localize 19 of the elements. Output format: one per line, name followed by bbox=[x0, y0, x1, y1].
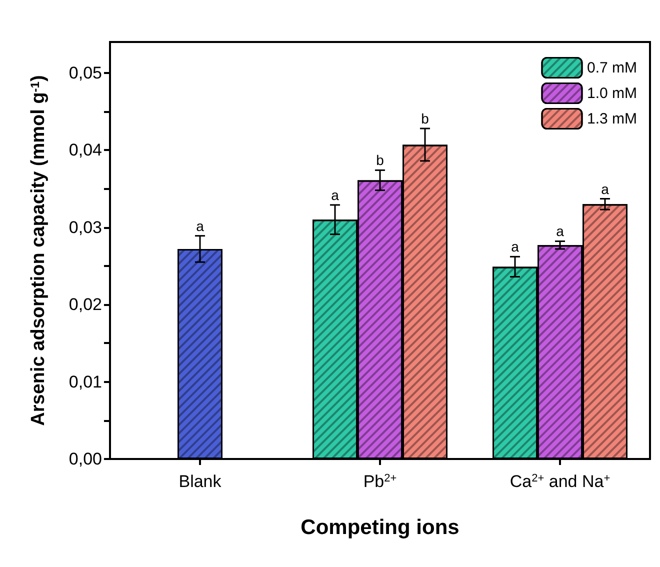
x-axis-title: Competing ions bbox=[300, 516, 460, 539]
data-label: a bbox=[556, 223, 564, 240]
y-axis-title: Arsenic adsorption capacity (mmol g-1) bbox=[28, 75, 49, 426]
data-label: a bbox=[601, 180, 610, 197]
data-label: b bbox=[421, 110, 430, 126]
y-tick-label: 0,03 bbox=[68, 218, 102, 237]
legend-label: 1.3 mM bbox=[586, 110, 638, 128]
data-label: b bbox=[376, 152, 384, 168]
y-tick-label: 0,00 bbox=[68, 450, 102, 468]
data-label: a bbox=[196, 218, 204, 234]
legend-label: 0.7 mM bbox=[586, 59, 638, 76]
y-tick-label: 0,04 bbox=[68, 140, 102, 160]
y-tick-label: 0,01 bbox=[68, 372, 102, 392]
x-tick-label: Blank bbox=[178, 472, 222, 491]
data-label: a bbox=[511, 238, 520, 255]
legend-label: 1.0 mM bbox=[586, 84, 638, 102]
y-tick-label: 0,05 bbox=[68, 63, 102, 82]
data-label: a bbox=[331, 186, 340, 203]
y-tick-label: 0,02 bbox=[68, 295, 102, 314]
